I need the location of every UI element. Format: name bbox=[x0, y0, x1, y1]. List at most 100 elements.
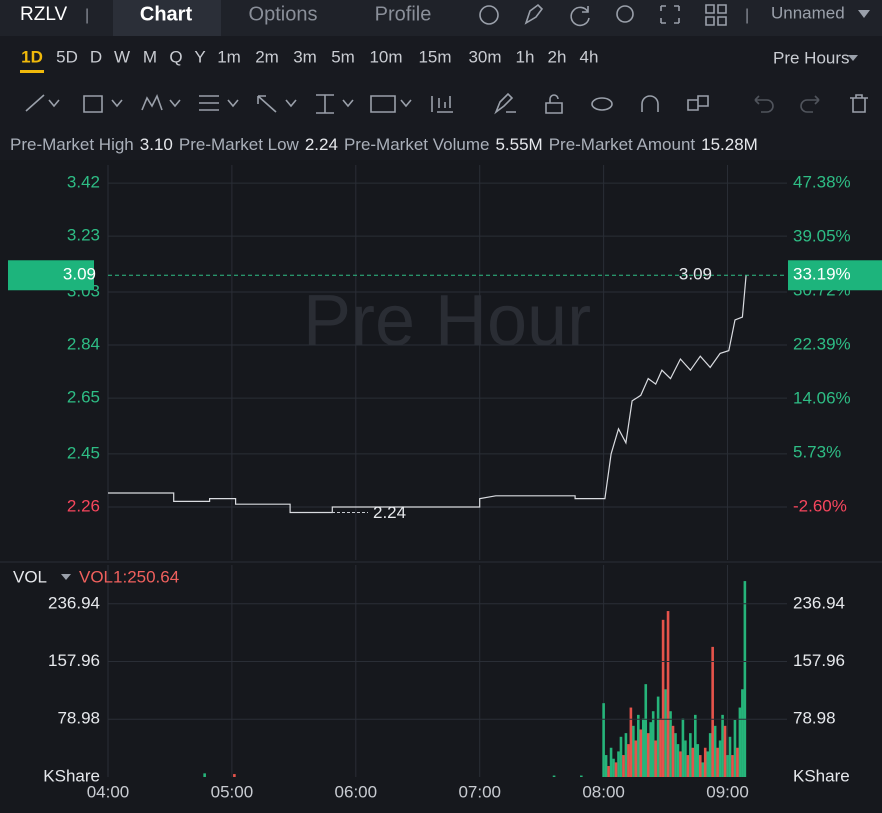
y-tick-label: 2.45 bbox=[67, 443, 100, 462]
volume-bar bbox=[703, 747, 707, 777]
volume-bar bbox=[654, 740, 657, 777]
volume-bar bbox=[694, 714, 697, 777]
session[interactable]: Pre Hours bbox=[773, 48, 850, 67]
tool-icon[interactable] bbox=[754, 95, 774, 113]
y-tick-label: 2.84 bbox=[67, 335, 100, 354]
period[interactable]: 30m bbox=[468, 47, 501, 66]
volume-bar bbox=[728, 736, 732, 777]
dropdown-arrow[interactable] bbox=[61, 574, 71, 580]
period[interactable]: 4h bbox=[580, 47, 599, 66]
volume-bar bbox=[723, 725, 727, 777]
volume-bar bbox=[666, 611, 670, 777]
y-tick-label: 2.26 bbox=[67, 496, 100, 515]
volume-bar bbox=[649, 722, 653, 777]
x-tick-label: 08:00 bbox=[582, 782, 625, 801]
period[interactable]: D bbox=[90, 47, 102, 66]
dropdown-arrow[interactable] bbox=[858, 10, 870, 18]
tool-icon[interactable] bbox=[141, 93, 181, 111]
volume-bar bbox=[713, 725, 717, 777]
separator: | bbox=[745, 7, 749, 24]
period[interactable]: 1D bbox=[21, 47, 43, 66]
volume-bar bbox=[664, 689, 667, 777]
volume-bar bbox=[676, 744, 680, 777]
period[interactable]: 5m bbox=[331, 47, 355, 66]
volume-bar bbox=[718, 740, 722, 777]
icon[interactable] bbox=[705, 4, 727, 26]
volume-bar bbox=[646, 733, 650, 777]
indicator[interactable]: VOL bbox=[13, 567, 47, 586]
period[interactable]: 15m bbox=[418, 47, 451, 66]
period[interactable]: 5D bbox=[56, 47, 78, 66]
y-tick-label: 157.96 bbox=[48, 651, 100, 670]
period[interactable]: 1h bbox=[516, 47, 535, 66]
symbol[interactable]: RZLV bbox=[20, 4, 67, 25]
y2-tick-label: 78.98 bbox=[793, 709, 836, 728]
tool-icon[interactable] bbox=[641, 95, 659, 112]
volume-bar bbox=[731, 755, 734, 777]
tab[interactable]: Options bbox=[249, 3, 318, 25]
volume-bar bbox=[733, 719, 737, 777]
x-tick-label: 09:00 bbox=[706, 782, 749, 801]
tool-icon[interactable] bbox=[591, 97, 613, 111]
tool-icon[interactable] bbox=[545, 94, 563, 114]
volume-bar bbox=[656, 696, 660, 777]
icon[interactable] bbox=[570, 6, 590, 27]
tool-icon[interactable] bbox=[83, 95, 123, 113]
active-tab-bg bbox=[113, 0, 221, 36]
y2-tick-label: -2.60% bbox=[793, 496, 847, 515]
tool-icon[interactable] bbox=[257, 95, 297, 113]
tool-icon[interactable] bbox=[370, 95, 412, 113]
volume-bar bbox=[619, 736, 623, 777]
dropdown-arrow[interactable] bbox=[848, 55, 858, 61]
period[interactable]: 3m bbox=[293, 47, 317, 66]
tab[interactable]: Chart bbox=[140, 3, 193, 25]
tool-icon[interactable] bbox=[850, 94, 868, 113]
period[interactable]: 10m bbox=[369, 47, 402, 66]
volume-bar bbox=[686, 755, 690, 777]
volume-bar bbox=[233, 774, 236, 777]
volume-bar bbox=[708, 733, 712, 777]
icon[interactable] bbox=[479, 5, 499, 25]
volume-bar bbox=[580, 775, 583, 777]
volume-bar bbox=[609, 747, 613, 777]
period[interactable]: Y bbox=[194, 47, 205, 66]
workspace[interactable]: Unnamed bbox=[771, 3, 845, 22]
tool-icon[interactable] bbox=[199, 95, 239, 111]
volume-bar bbox=[738, 707, 742, 777]
tab[interactable]: Profile bbox=[375, 3, 432, 25]
y-tick-label: 236.94 bbox=[48, 593, 100, 612]
volume-bar bbox=[602, 703, 605, 777]
volume-bar bbox=[612, 758, 615, 777]
tool-icon[interactable] bbox=[687, 95, 709, 111]
x-tick-label: 04:00 bbox=[87, 782, 130, 801]
period[interactable]: Q bbox=[169, 47, 182, 66]
volume-bar bbox=[607, 766, 610, 777]
period[interactable]: 1m bbox=[217, 47, 241, 66]
tool-icon[interactable] bbox=[316, 94, 354, 114]
volume-bar bbox=[669, 711, 672, 777]
volume-bar bbox=[604, 755, 608, 777]
icon[interactable] bbox=[660, 5, 680, 24]
volume-bar bbox=[711, 646, 714, 777]
stat-label: Pre-Market High bbox=[10, 135, 134, 154]
volume-bar bbox=[698, 755, 702, 777]
last-change-label: 33.19% bbox=[793, 265, 851, 284]
stat-value: 2.24 bbox=[305, 135, 338, 154]
period[interactable]: W bbox=[114, 47, 130, 66]
stat-value: 15.28M bbox=[701, 135, 758, 154]
icon[interactable] bbox=[616, 5, 634, 23]
tool-icon[interactable] bbox=[431, 96, 453, 113]
volume-bar bbox=[203, 773, 206, 777]
y2-tick-label: 39.05% bbox=[793, 226, 851, 245]
watermark: Pre Hour bbox=[303, 281, 591, 361]
period[interactable]: M bbox=[143, 47, 157, 66]
tool-icon[interactable] bbox=[800, 95, 820, 113]
period[interactable]: 2h bbox=[548, 47, 567, 66]
icon[interactable] bbox=[524, 3, 544, 25]
period[interactable]: 2m bbox=[255, 47, 279, 66]
tool-icon[interactable] bbox=[494, 92, 516, 115]
tool-icon[interactable] bbox=[25, 94, 60, 112]
volume-bar bbox=[671, 725, 675, 777]
